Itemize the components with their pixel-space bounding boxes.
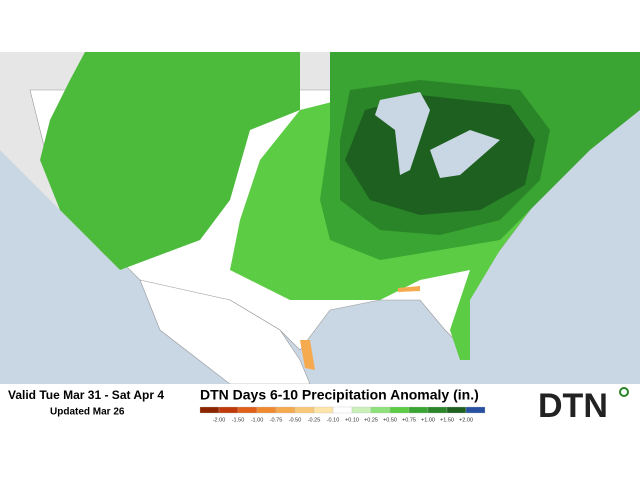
legend-swatch	[332, 406, 353, 414]
caption-band	[0, 384, 640, 428]
legend-swatch	[408, 406, 429, 414]
legend-swatch	[370, 406, 391, 414]
logo-dot	[619, 387, 629, 397]
legend-label: -0.75	[270, 417, 283, 423]
legend-label: -0.50	[289, 417, 302, 423]
dry-zone-texas	[300, 340, 315, 370]
legend-label: +1.50	[440, 417, 454, 423]
legend-swatch	[351, 406, 372, 414]
legend-swatch	[446, 406, 467, 414]
logo: DTN	[538, 387, 608, 425]
legend-label: +0.10	[345, 417, 359, 423]
legend-swatch	[256, 406, 277, 414]
legend-swatch	[237, 406, 258, 414]
legend: -2.00 -1.50 -1.00 -0.75 -0.50 -0.25 -0.10 +0.10…	[199, 406, 486, 423]
legend-label: -0.10	[327, 417, 340, 423]
dry-zone-southeast	[398, 286, 420, 292]
map-title: DTN Days 6-10 Precipitation Anomaly (in.…	[200, 387, 479, 403]
legend-label: +2.00	[459, 417, 473, 423]
legend-label: +0.50	[383, 417, 397, 423]
great-lakes-east	[430, 130, 500, 178]
legend-label: +0.25	[364, 417, 378, 423]
legend-swatch	[199, 406, 220, 414]
legend-swatch	[389, 406, 410, 414]
legend-label: +1.00	[421, 417, 435, 423]
valid-dates: Valid Tue Mar 31 - Sat Apr 4	[8, 388, 164, 402]
legend-label: -1.50	[232, 417, 245, 423]
mexico	[139, 279, 311, 385]
legend-label: -0.25	[308, 417, 321, 423]
great-lakes	[375, 92, 430, 175]
map	[0, 52, 640, 385]
legend-swatch	[218, 406, 239, 414]
legend-swatch	[313, 406, 334, 414]
legend-label: +0.75	[402, 417, 416, 423]
updated-date: Updated Mar 26	[50, 407, 125, 418]
legend-swatch	[275, 406, 296, 414]
precip-zone-west	[40, 52, 300, 270]
legend-swatch	[465, 406, 486, 414]
legend-swatch	[427, 406, 448, 414]
legend-label: -1.00	[251, 417, 264, 423]
legend-swatch	[294, 406, 315, 414]
legend-label: -2.00	[213, 417, 226, 423]
